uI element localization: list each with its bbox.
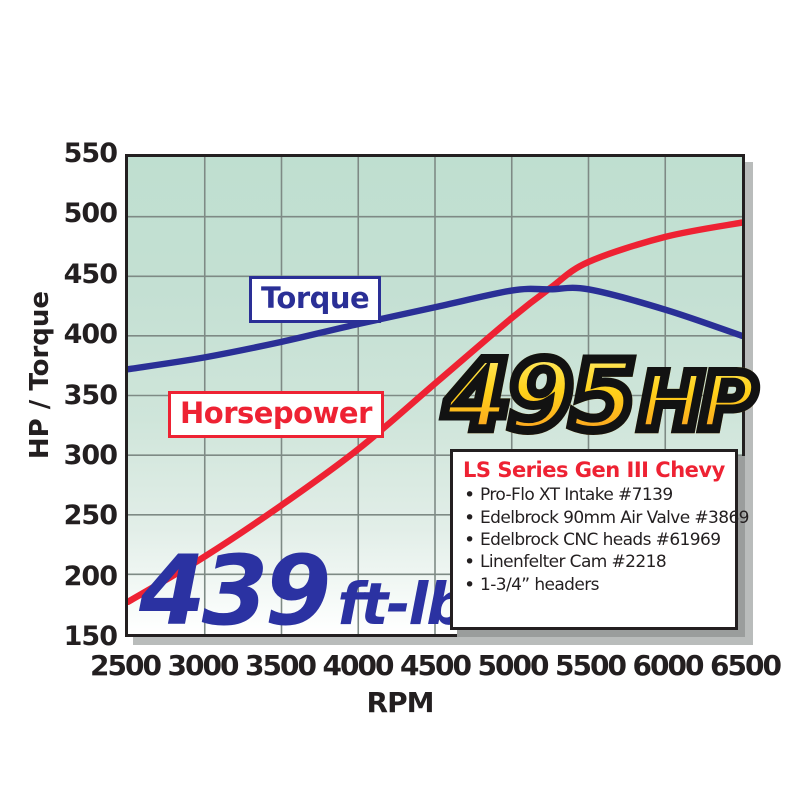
peak-torque-value: 439 [139, 535, 331, 647]
spec-box: LS Series Gen III Chevy Pro-Flo XT Intak… [450, 449, 750, 630]
spec-list-item: Edelbrock CNC heads #61969 [463, 528, 725, 554]
spec-list-item: Linenfelter Cam #2218 [463, 550, 725, 576]
x-axis-label: RPM [366, 686, 435, 719]
x-tick-label: 3500 [245, 649, 317, 682]
peak-horsepower-value: 495 [439, 340, 640, 452]
spec-box-title: LS Series Gen III Chevy [463, 458, 725, 482]
torque-series-callout: Torque [249, 276, 382, 323]
x-tick-label: 5500 [555, 649, 627, 682]
spec-list-item: 1-3/4” headers [463, 573, 725, 599]
spec-list-item: Pro-Flo XT Intake #7139 [463, 483, 725, 509]
peak-horsepower-unit: HP [634, 358, 762, 448]
y-axis-ticks: 150 200 250 300 350 400 450 500 550 [55, 0, 118, 800]
x-tick-label: 4500 [400, 649, 472, 682]
peak-torque-headline: 439 ft-lbs [139, 535, 500, 647]
y-tick-label: 400 [63, 319, 118, 351]
y-axis-label: HP / Torque [25, 290, 55, 460]
y-tick-label: 250 [63, 500, 118, 532]
x-tick-label: 4000 [322, 649, 395, 682]
x-axis-ticks: 2500 3000 3500 4000 4500 5000 5500 6000 6500 [0, 652, 800, 692]
y-tick-label: 450 [63, 258, 118, 290]
spec-list-item: Edelbrock 90mm Air Valve #3869 [463, 506, 750, 532]
x-tick-label: 6000 [632, 649, 705, 682]
y-tick-label: 300 [63, 439, 118, 471]
series-curves [128, 219, 742, 606]
y-tick-label: 150 [63, 621, 118, 652]
x-tick-label: 3000 [167, 649, 240, 682]
y-tick-label: 550 [63, 138, 118, 169]
x-tick-label: 5000 [477, 649, 550, 682]
x-tick-label: 6500 [710, 649, 782, 682]
horsepower-series-callout: Horsepower [168, 391, 384, 438]
y-tick-label: 350 [63, 379, 118, 411]
y-tick-label: 200 [63, 560, 118, 592]
plot-area [125, 154, 745, 637]
y-tick-label: 500 [63, 198, 118, 230]
x-tick-label: 2500 [90, 649, 162, 682]
peak-horsepower-headline: 495HP [439, 344, 761, 449]
spec-box-list: Pro-Flo XT Intake #7139Edelbrock 90mm Ai… [463, 483, 750, 599]
